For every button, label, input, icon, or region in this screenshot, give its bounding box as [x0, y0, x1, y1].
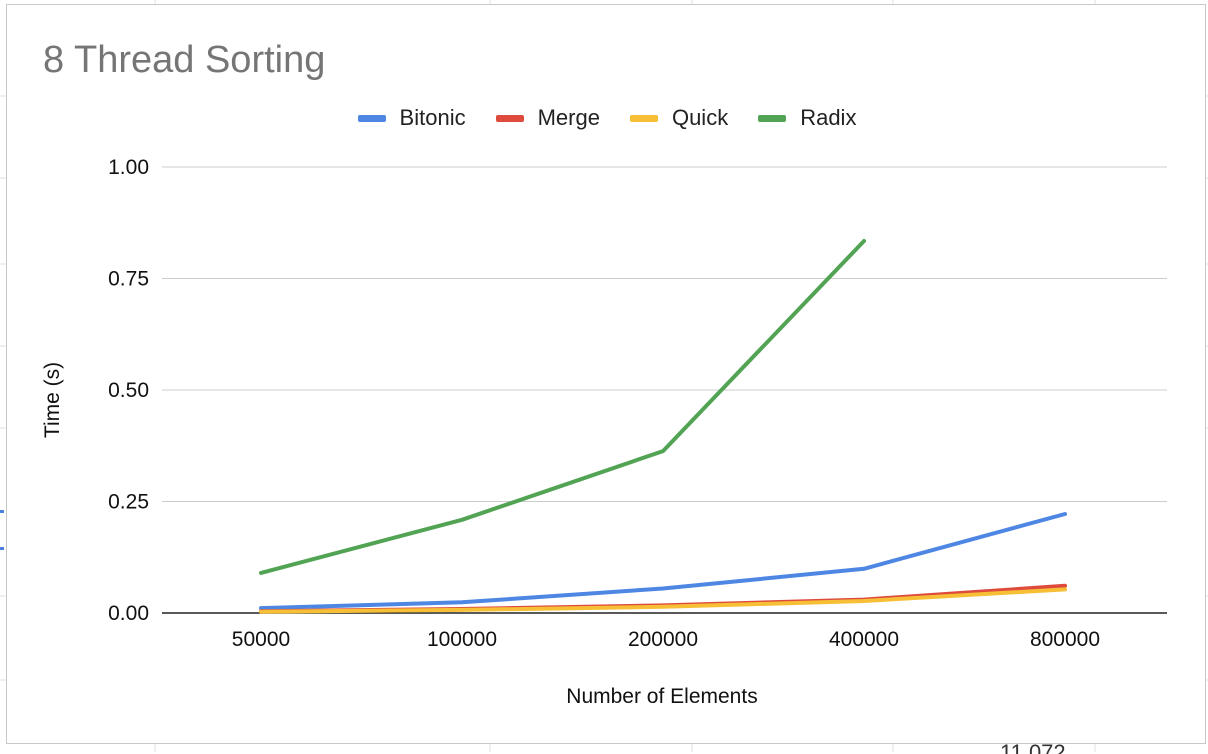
y-tick-label: 0.75: [108, 268, 149, 291]
gridlines: [162, 166, 1167, 614]
y-axis-title: Time (s): [41, 362, 64, 438]
y-tick-label: 1.00: [108, 156, 149, 179]
legend-swatch: [629, 114, 658, 122]
x-tick-label: 100000: [427, 628, 497, 651]
y-tick-label: 0.00: [108, 602, 149, 625]
plot-area: 0.00 0.25 0.50 0.75 1.00 50000 100000 200000 40…: [41, 156, 1167, 708]
legend-swatch: [758, 114, 787, 122]
y-axis-ticks: 0.00 0.25 0.50 0.75 1.00: [108, 156, 149, 625]
series-line-quick[interactable]: [259, 587, 1067, 614]
series-line-bitonic[interactable]: [259, 512, 1067, 611]
legend-swatch: [357, 114, 386, 122]
x-tick-label: 800000: [1030, 628, 1100, 651]
chart-title: 8 Thread Sorting: [43, 39, 326, 81]
x-axis-title: Number of Elements: [566, 685, 757, 708]
chart-card[interactable]: 8 Thread Sorting Bitonic Merge Quick Rad…: [6, 4, 1206, 744]
legend-item-bitonic[interactable]: Bitonic: [357, 105, 466, 131]
legend-label: Radix: [800, 105, 857, 130]
legend-label: Bitonic: [399, 105, 466, 130]
chart-legend: Bitonic Merge Quick Radix: [7, 105, 1207, 131]
legend-item-quick[interactable]: Quick: [629, 105, 729, 131]
x-tick-label: 200000: [628, 628, 698, 651]
y-tick-label: 0.50: [108, 379, 149, 402]
x-tick-label: 50000: [232, 628, 290, 651]
x-tick-label: 400000: [829, 628, 899, 651]
cell-text-fragment: 11.072: [1000, 740, 1066, 754]
series-lines: [259, 239, 1067, 614]
legend-item-radix[interactable]: Radix: [758, 105, 856, 131]
y-tick-label: 0.25: [108, 491, 149, 514]
legend-swatch: [495, 114, 524, 122]
left-edge-mark: [0, 510, 4, 513]
legend-label: Quick: [671, 105, 729, 130]
series-line-radix[interactable]: [259, 239, 866, 575]
legend-label: Merge: [537, 105, 600, 130]
left-edge-mark: [0, 547, 4, 550]
x-axis-ticks: 50000 100000 200000 400000 800000: [232, 628, 1100, 651]
legend-item-merge[interactable]: Merge: [495, 105, 600, 131]
